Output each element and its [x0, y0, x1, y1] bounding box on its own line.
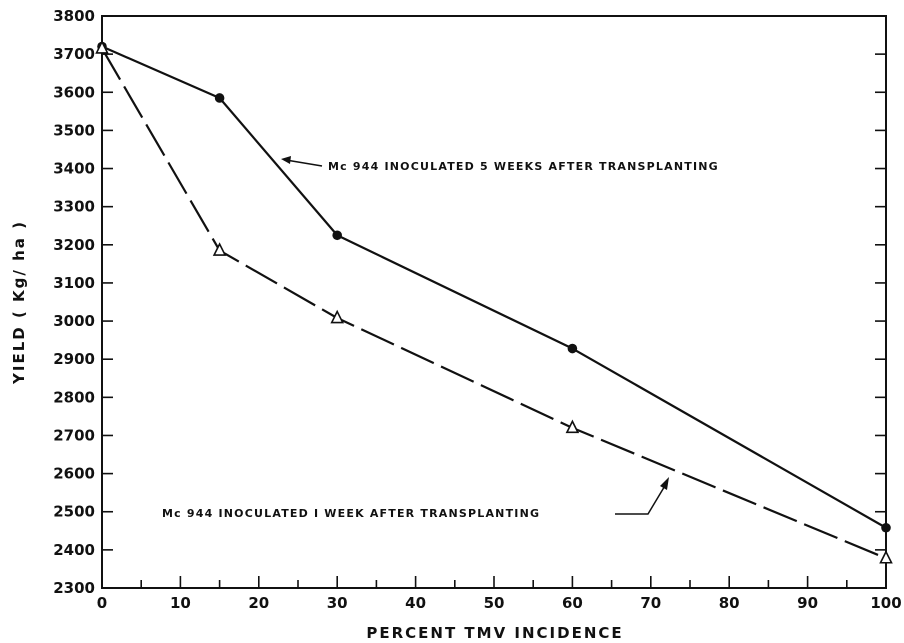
annotation-layer: Mc 944 INOCULATED 5 WEEKS AFTER TRANSPLA…: [162, 156, 719, 520]
y-tick-label: 2800: [53, 388, 95, 406]
x-tick-label: 40: [405, 594, 426, 612]
x-tick-label: 10: [170, 594, 191, 612]
x-tick-label: 20: [248, 594, 269, 612]
data-point-five_weeks: [881, 522, 891, 533]
x-tick-label: 30: [327, 594, 348, 612]
y-tick-label: 2300: [53, 579, 95, 597]
data-point-one_week: [879, 549, 893, 564]
x-axis: 0 10 20 30 40 50 60 70 80 90 100: [97, 576, 902, 612]
data-point-one_week: [95, 40, 109, 54]
annotation-one-week: Mc 944 INOCULATED I WEEK AFTER TRANSPLAN…: [162, 507, 540, 520]
data-point-one_week: [565, 419, 580, 434]
x-tick-label: 70: [640, 594, 661, 612]
y-tick-label: 3200: [53, 236, 95, 254]
series-line-five_weeks: [101, 45, 887, 529]
x-tick-label: 90: [797, 594, 818, 612]
x-tick-label: 50: [484, 594, 505, 612]
y-tick-label: 3600: [53, 83, 95, 101]
data-point-five_weeks: [214, 93, 225, 103]
annotation-arrow-five-weeks: [285, 159, 323, 167]
y-tick-label: 3800: [53, 7, 95, 25]
y-tick-label: 2400: [53, 541, 95, 559]
y-tick-label: 3400: [53, 160, 95, 178]
y-tick-label: 3700: [53, 45, 95, 63]
y-tick-label: 3300: [53, 198, 95, 216]
series-layer: [95, 40, 893, 564]
data-point-five_weeks: [332, 230, 343, 241]
series-line-one_week: [101, 47, 887, 560]
y-tick-label: 2700: [53, 426, 95, 444]
series-five_weeks: [97, 41, 891, 533]
series-one_week: [95, 40, 893, 564]
y-tick-label: 2600: [53, 465, 95, 483]
annotation-five-weeks: Mc 944 INOCULATED 5 WEEKS AFTER TRANSPLA…: [328, 160, 719, 173]
y-tick-label: 3100: [53, 274, 95, 292]
y-axis: 2300 2400 2500 2600 2700 2800 2900 3000 3100 3200…: [53, 7, 886, 597]
data-point-one_week: [330, 309, 344, 324]
y-tick-label: 3000: [53, 312, 95, 330]
annotation-arrow-one-week: [615, 483, 667, 515]
data-point-five_weeks: [567, 343, 578, 354]
x-tick-label: 100: [870, 594, 901, 612]
y-tick-label: 2900: [53, 350, 95, 368]
y-tick-label: 3500: [53, 121, 95, 139]
x-tick-label: 80: [719, 594, 740, 612]
y-tick-label: 2500: [53, 503, 95, 521]
x-tick-label: 0: [97, 594, 107, 612]
y-axis-title: YIELD ( Kg/ ha ): [10, 220, 28, 385]
data-point-one_week: [212, 242, 227, 256]
x-tick-label: 60: [562, 594, 583, 612]
annotation-arrowhead-five-weeks: [281, 156, 291, 164]
annotation-arrowhead-one-week: [660, 477, 669, 490]
x-axis-title: PERCENT TMV INCIDENCE: [366, 624, 623, 642]
